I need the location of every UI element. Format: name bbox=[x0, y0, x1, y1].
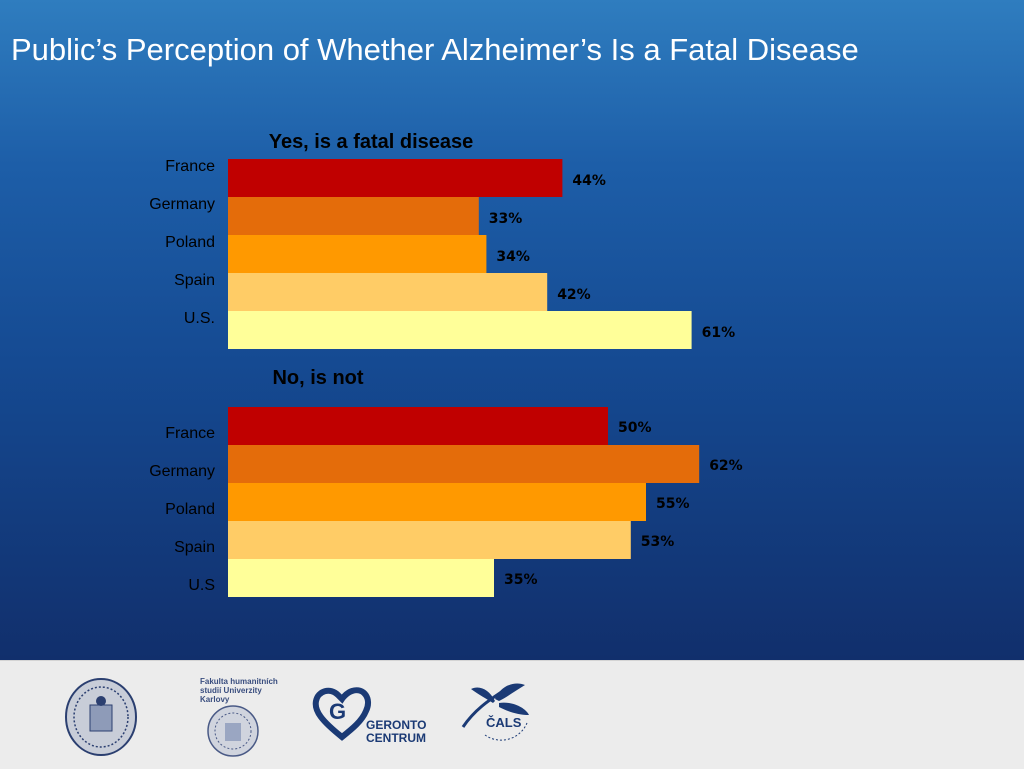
cals-dragonfly-icon bbox=[461, 683, 529, 741]
chart-2-bar-4 bbox=[228, 521, 631, 559]
chart-1-category-label-1: France bbox=[165, 158, 215, 175]
chart-2-data-label-3: 55% bbox=[656, 496, 690, 512]
chart-1-category-label-5: U.S. bbox=[184, 310, 215, 327]
chart-1-data-label-1: 44% bbox=[572, 173, 606, 189]
chart-2-data-label-5: 35% bbox=[504, 572, 538, 588]
chart-2-category-label-3: Poland bbox=[165, 501, 215, 518]
chart-2-bar-1 bbox=[228, 407, 608, 445]
chart-2-category-label-5: U.S bbox=[188, 577, 215, 594]
faculty-logo-text: Fakulta humanitních studií Univerzity Ka… bbox=[200, 677, 278, 704]
chart-2-category-label-4: Spain bbox=[174, 539, 215, 556]
chart-1-category-label-3: Poland bbox=[165, 234, 215, 251]
gerontocentrum-text-1: GERONTO bbox=[366, 718, 427, 732]
chart-1-bar-1 bbox=[228, 159, 563, 197]
chart-2-data-label-2: 62% bbox=[709, 458, 743, 474]
charts-area: Yes, is a fatal disease France 44% Germany 3… bbox=[149, 131, 743, 597]
chart-1-bar-4 bbox=[228, 273, 548, 311]
chart-1-bar-3 bbox=[228, 235, 487, 273]
chart-1-category-label-2: Germany bbox=[149, 196, 215, 213]
slide-title: Public’s Perception of Whether Alzheimer… bbox=[11, 32, 859, 67]
gerontocentrum-icon: G bbox=[312, 687, 372, 741]
chart-1-data-label-3: 34% bbox=[496, 249, 530, 265]
svg-text:G: G bbox=[329, 699, 346, 724]
chart-2-bar-5 bbox=[228, 559, 494, 597]
chart-2-category-label-1: France bbox=[165, 425, 215, 442]
cals-text: ČALS bbox=[486, 715, 522, 730]
chart-2-title: No, is not bbox=[272, 367, 363, 389]
chart-2-bar-3 bbox=[228, 483, 646, 521]
chart-1-bar-5 bbox=[228, 311, 692, 349]
chart-2-bar-2 bbox=[228, 445, 700, 483]
chart-1-data-label-5: 61% bbox=[702, 325, 736, 341]
university-seal-icon bbox=[65, 678, 137, 756]
chart-2-category-label-2: Germany bbox=[149, 463, 215, 480]
chart-1-title: Yes, is a fatal disease bbox=[269, 131, 474, 153]
chart-1-data-label-4: 42% bbox=[557, 287, 591, 303]
gerontocentrum-text-2: CENTRUM bbox=[366, 731, 426, 745]
chart-1-data-label-2: 33% bbox=[489, 211, 523, 227]
chart-1-category-label-4: Spain bbox=[174, 272, 215, 289]
faculty-seal-icon bbox=[207, 705, 259, 757]
footer-logo-bar: Fakulta humanitních studií Univerzity Ka… bbox=[0, 660, 1024, 769]
chart-2-data-label-1: 50% bbox=[618, 420, 652, 436]
chart-2-data-label-4: 53% bbox=[641, 534, 675, 550]
chart-1-bar-2 bbox=[228, 197, 479, 235]
